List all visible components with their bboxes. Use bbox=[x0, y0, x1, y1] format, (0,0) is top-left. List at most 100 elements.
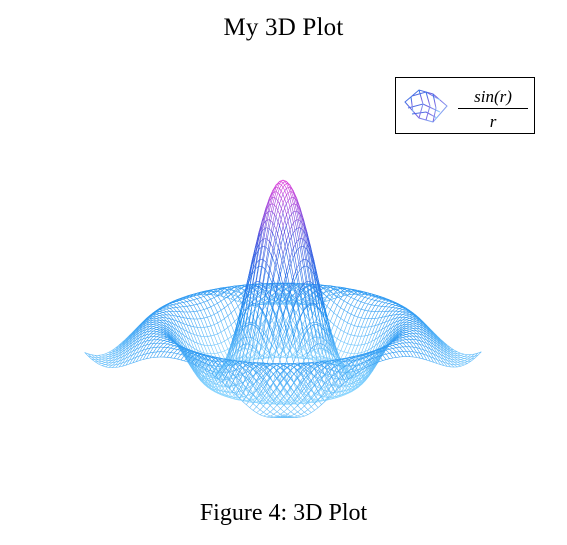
mesh-line bbox=[207, 336, 212, 346]
mesh-line bbox=[160, 337, 164, 341]
mesh-line bbox=[238, 345, 243, 349]
mesh-line bbox=[314, 363, 319, 367]
mesh-line bbox=[142, 348, 147, 355]
mesh-line bbox=[266, 383, 271, 388]
mesh-line bbox=[262, 214, 267, 231]
mesh-line bbox=[241, 311, 246, 331]
mesh-line bbox=[169, 314, 174, 320]
mesh-line bbox=[269, 405, 274, 410]
mesh-line bbox=[156, 327, 161, 330]
mesh-line bbox=[426, 343, 431, 349]
mesh-line bbox=[295, 284, 300, 287]
mesh-line bbox=[381, 301, 386, 304]
mesh-line bbox=[265, 344, 270, 354]
mesh-line bbox=[402, 339, 407, 344]
mesh-line bbox=[176, 302, 181, 305]
mesh-line bbox=[152, 324, 157, 327]
mesh-line bbox=[122, 357, 127, 363]
mesh-line bbox=[166, 305, 170, 308]
mesh-line bbox=[323, 338, 328, 343]
mesh-line bbox=[361, 309, 365, 311]
mesh-line bbox=[138, 322, 143, 327]
mesh-line bbox=[409, 324, 414, 327]
mesh-line bbox=[170, 352, 175, 358]
mesh-line bbox=[323, 296, 327, 299]
mesh-line bbox=[317, 390, 322, 397]
mesh-line bbox=[146, 333, 150, 335]
mesh-line bbox=[220, 307, 225, 311]
mesh-line bbox=[333, 288, 338, 291]
mesh-line bbox=[314, 376, 319, 382]
mesh-line bbox=[255, 259, 260, 265]
mesh-line bbox=[354, 375, 359, 377]
mesh-line bbox=[173, 319, 178, 326]
mesh-line bbox=[331, 385, 335, 393]
mesh-line bbox=[234, 326, 239, 343]
mesh-line bbox=[153, 326, 157, 328]
mesh-line bbox=[238, 374, 243, 377]
mesh-line bbox=[176, 320, 181, 323]
mesh-line bbox=[162, 305, 167, 308]
mesh-line bbox=[251, 302, 255, 304]
mesh-line bbox=[268, 349, 273, 355]
mesh-line bbox=[265, 317, 270, 327]
mesh-line bbox=[282, 354, 287, 358]
mesh-line bbox=[259, 393, 264, 397]
mesh-line bbox=[336, 307, 341, 316]
mesh-line bbox=[179, 297, 184, 299]
mesh-line bbox=[156, 328, 161, 330]
mesh-line bbox=[396, 341, 400, 344]
mesh-line bbox=[230, 324, 235, 334]
mesh-line bbox=[251, 346, 256, 351]
mesh-line bbox=[289, 206, 294, 223]
mesh-line bbox=[251, 297, 256, 303]
mesh-line bbox=[331, 385, 336, 392]
mesh-line bbox=[213, 290, 218, 293]
mesh-line bbox=[278, 289, 283, 294]
mesh-line bbox=[350, 290, 355, 293]
mesh-line bbox=[206, 291, 211, 295]
mesh-line bbox=[91, 354, 96, 358]
mesh-line bbox=[203, 308, 208, 310]
mesh-line bbox=[300, 414, 305, 417]
mesh-line bbox=[207, 308, 212, 317]
mesh-line bbox=[153, 330, 157, 332]
mesh-line bbox=[163, 311, 167, 313]
mesh-line bbox=[153, 336, 157, 341]
mesh-line bbox=[299, 238, 304, 260]
mesh-line bbox=[262, 220, 267, 226]
mesh-line bbox=[173, 344, 178, 346]
mesh-line bbox=[227, 302, 232, 306]
mesh-line bbox=[262, 246, 267, 267]
mesh-line bbox=[193, 311, 198, 320]
mesh-line bbox=[186, 301, 191, 306]
mesh-line bbox=[316, 322, 321, 332]
mesh-line bbox=[292, 339, 297, 346]
mesh-line bbox=[423, 349, 428, 356]
mesh-line bbox=[160, 340, 164, 344]
mesh-line bbox=[203, 294, 208, 297]
mesh-line bbox=[169, 305, 174, 309]
mesh-line bbox=[200, 336, 205, 346]
mesh-line bbox=[187, 350, 192, 356]
mesh-line bbox=[265, 210, 270, 228]
mesh-line bbox=[169, 322, 174, 328]
mesh-line bbox=[122, 351, 127, 357]
mesh-line bbox=[193, 326, 198, 336]
mesh-line bbox=[263, 415, 267, 418]
mesh-line bbox=[296, 269, 301, 277]
mesh-line bbox=[173, 327, 178, 335]
mesh-line bbox=[153, 329, 157, 332]
mesh-line bbox=[213, 294, 218, 296]
mesh-line bbox=[230, 321, 235, 325]
mesh-line bbox=[296, 391, 301, 399]
mesh-line bbox=[207, 345, 212, 354]
mesh-line bbox=[232, 377, 236, 379]
mesh-line bbox=[262, 238, 267, 240]
mesh-line bbox=[412, 333, 417, 337]
mesh-line bbox=[286, 395, 291, 401]
mesh-line bbox=[190, 352, 195, 358]
mesh-line bbox=[214, 322, 218, 325]
mesh-line bbox=[176, 333, 181, 342]
mesh-line bbox=[183, 297, 187, 299]
